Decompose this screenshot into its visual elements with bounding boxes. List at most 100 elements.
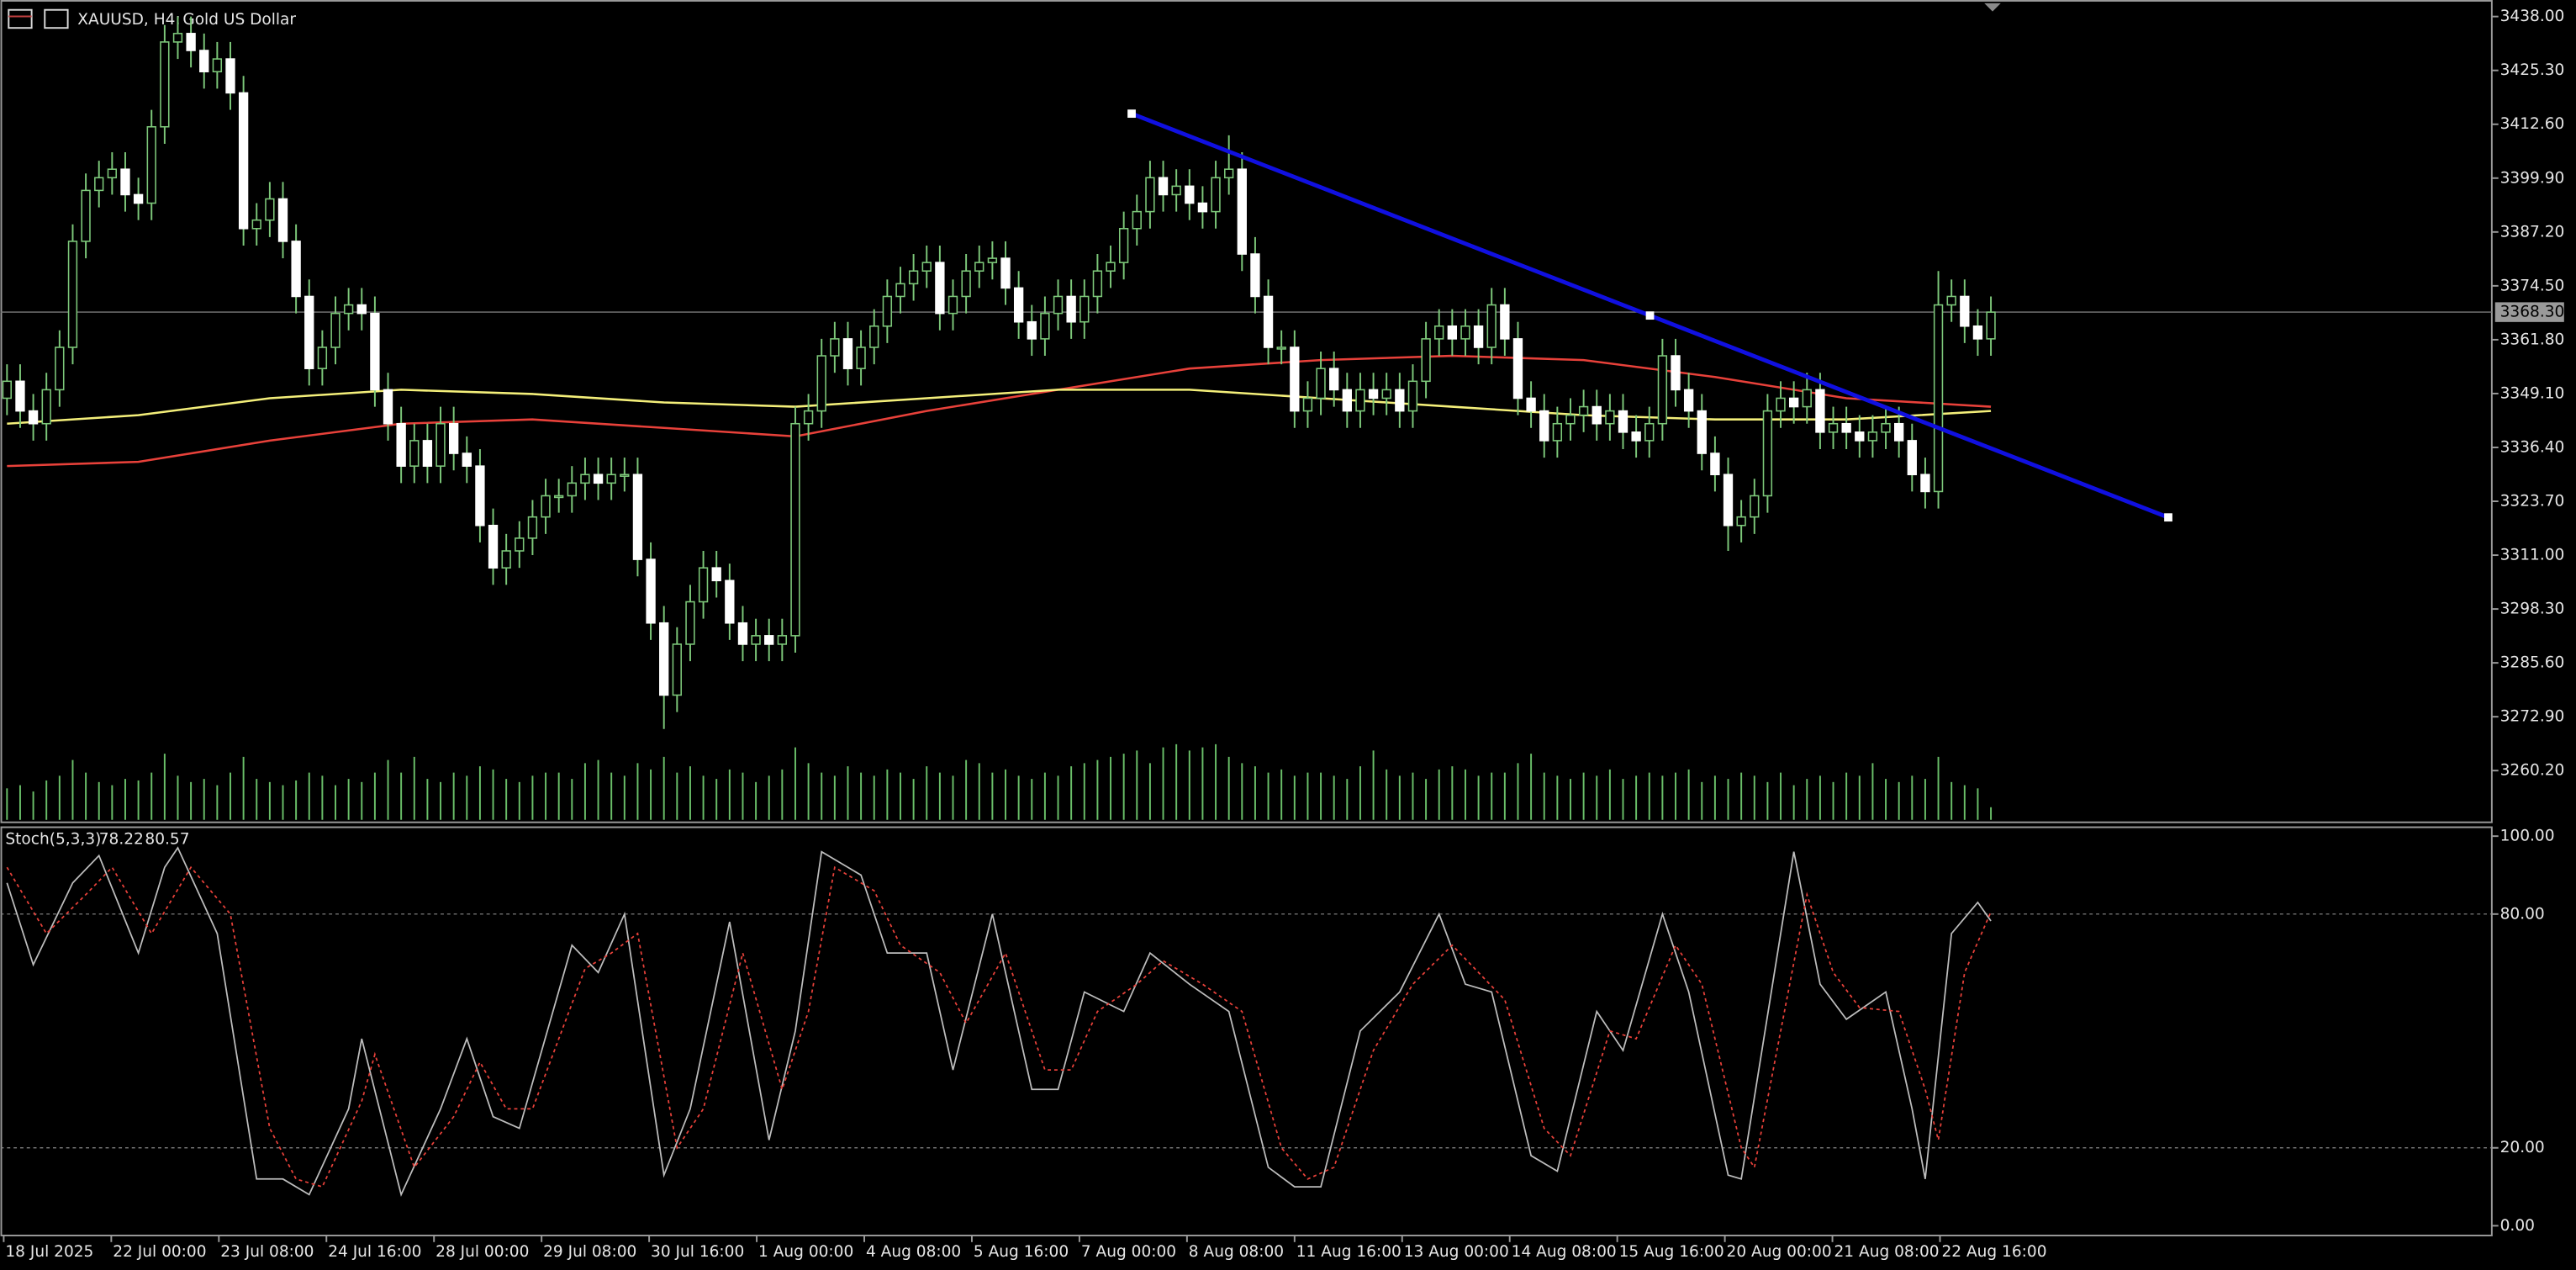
candle-body [1316, 368, 1326, 400]
y-tick-label: 0.00 [2500, 1217, 2535, 1235]
y-tick-label: 3323.70 [2500, 493, 2565, 511]
candle-body [1736, 516, 1746, 527]
x-tick-label: 24 Jul 16:00 [328, 1243, 421, 1261]
candle-body [961, 270, 971, 298]
candle-body [1920, 474, 1930, 493]
candle-body [698, 567, 709, 603]
candle-body [1013, 287, 1024, 323]
indicator-panel [0, 826, 2493, 1236]
candle-body [527, 516, 538, 539]
candle-body [41, 389, 51, 425]
candle-body [199, 50, 209, 72]
candle-body [1197, 202, 1208, 213]
candle-body [1946, 295, 1956, 306]
x-tick-label: 5 Aug 16:00 [974, 1243, 1069, 1261]
y-tick-label: 3349.10 [2500, 384, 2565, 402]
candle-body [515, 537, 525, 552]
y-tick-label: 3425.30 [2500, 61, 2565, 79]
y-tick-label: 3272.90 [2500, 708, 2565, 726]
candle-body [1552, 422, 1563, 442]
x-tick-label: 20 Aug 00:00 [1727, 1243, 1832, 1261]
candle-body [501, 550, 511, 569]
candle-body [1263, 295, 1274, 348]
candle-body [172, 33, 183, 43]
candle-body [974, 262, 984, 272]
candle-body [1671, 355, 1681, 391]
y-tick-label: 80.00 [2500, 905, 2545, 923]
x-tick-label: 15 Aug 16:00 [1619, 1243, 1724, 1261]
main-panel [0, 0, 2493, 823]
candle-body [1894, 422, 1904, 442]
candle-body [265, 198, 275, 221]
x-tick-label: 28 Jul 00:00 [435, 1243, 529, 1261]
candle-body [1040, 312, 1050, 340]
y-tick-label: 3336.40 [2500, 438, 2565, 456]
candle-body [816, 355, 826, 412]
candle-body [1592, 405, 1602, 425]
icon [44, 8, 69, 29]
candle-body [356, 304, 367, 315]
y-tick-label: 3285.60 [2500, 654, 2565, 672]
candle-body [1381, 389, 1391, 400]
candle-body [672, 643, 682, 696]
candle-body [1092, 270, 1103, 298]
y-tick-label: 3260.20 [2500, 762, 2565, 780]
candle-body [987, 257, 998, 263]
candle-body [1776, 397, 1786, 412]
candle-body [1539, 410, 1549, 442]
x-tick-label: 30 Jul 16:00 [651, 1243, 744, 1261]
candle-body [1079, 295, 1090, 323]
candle-body [908, 270, 919, 285]
candle-body [1723, 474, 1734, 527]
candle-body [1211, 177, 1221, 213]
candle-body [1395, 389, 1405, 412]
candle-body [186, 33, 196, 51]
candle-body [1237, 168, 1247, 255]
candle-body [1855, 431, 1865, 442]
y-tick-label: 3374.50 [2500, 277, 2565, 294]
candle-body [830, 338, 840, 357]
candle-body [28, 410, 39, 425]
candle-body [1762, 410, 1773, 497]
candle-body [593, 474, 604, 484]
candle-body [1486, 304, 1497, 348]
candle-body [935, 262, 945, 315]
candle-body [1000, 257, 1011, 289]
candle-body [1802, 389, 1812, 408]
candle-body [751, 635, 761, 645]
y-tick-label: 20.00 [2500, 1139, 2545, 1156]
indicator-line [6, 846, 1992, 1197]
candle-body [1881, 422, 1891, 433]
candle-body [1500, 304, 1510, 340]
x-tick-label: 8 Aug 08:00 [1189, 1243, 1284, 1261]
candle-body [1828, 422, 1839, 433]
x-tick-label: 1 Aug 00:00 [758, 1243, 853, 1261]
y-tick-label: 3412.60 [2500, 115, 2565, 133]
candle-body [620, 474, 630, 477]
candle-body [1907, 440, 1917, 476]
candle-body [1631, 431, 1641, 442]
candle-body [81, 189, 91, 242]
x-tick-label: 23 Jul 08:00 [220, 1243, 314, 1261]
candle-body [120, 168, 130, 196]
x-tick-label: 14 Aug 08:00 [1512, 1243, 1617, 1261]
candle-body [1224, 168, 1234, 179]
y-tick-label: 3298.30 [2500, 601, 2565, 618]
moving-average [7, 354, 1992, 468]
candle-body [1565, 414, 1576, 425]
candle-body [317, 347, 328, 369]
symbol: XAUUSD, H4: [77, 11, 180, 29]
last-price-label: 3368.30 [2500, 304, 2565, 321]
y-tick-label: 3387.20 [2500, 223, 2565, 241]
candle-body [1421, 338, 1431, 383]
x-tick-label: 11 Aug 16:00 [1296, 1243, 1401, 1261]
header: XAUUSD, H4: Gold US Dollar [8, 8, 296, 29]
y-tick-label: 3399.90 [2500, 169, 2565, 187]
candle-body [1473, 325, 1484, 348]
candle-body [422, 440, 433, 467]
candle-body [396, 422, 406, 467]
candle-body [1329, 368, 1339, 391]
candle-body [251, 219, 261, 230]
